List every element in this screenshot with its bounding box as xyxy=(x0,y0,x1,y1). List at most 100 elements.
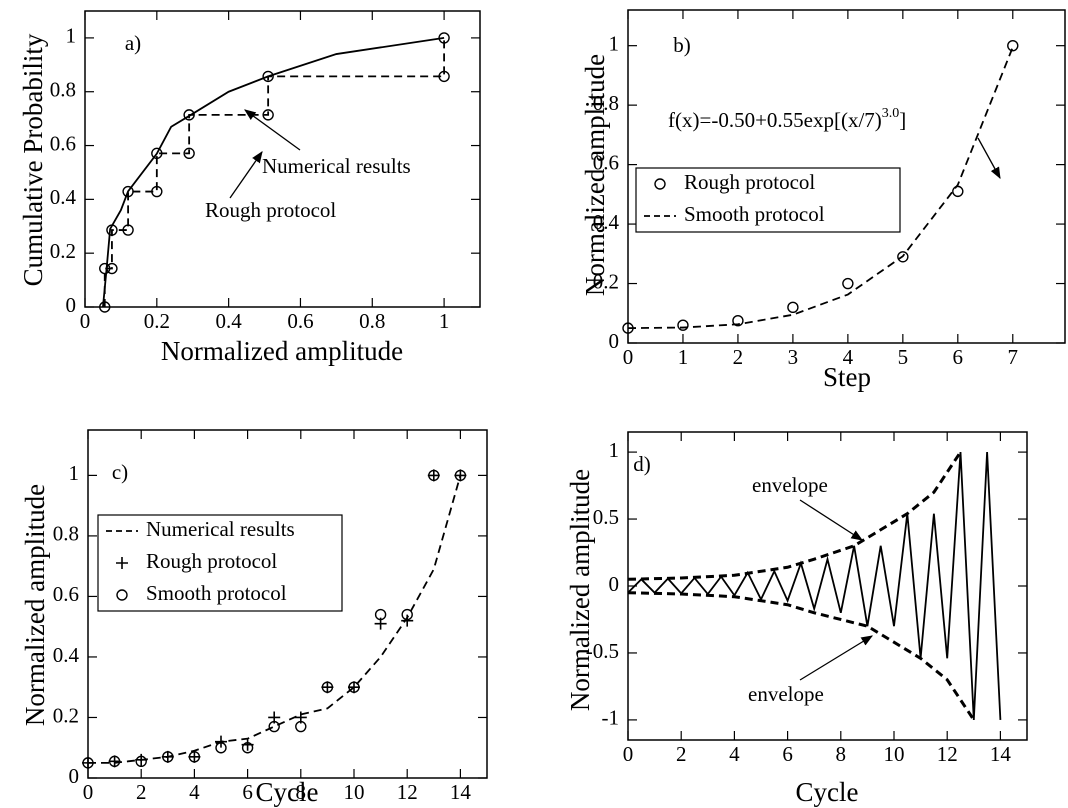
legend-label: Smooth protocol xyxy=(684,202,825,226)
y-tick-label: 0.6 xyxy=(50,131,76,155)
x-tick-label: 5 xyxy=(898,345,909,369)
y-tick-label: 0.2 xyxy=(50,239,76,263)
x-tick-label: 8 xyxy=(296,780,307,804)
series-line xyxy=(103,37,445,307)
annotation: Rough protocol xyxy=(205,198,336,222)
x-tick-label: 2 xyxy=(676,742,687,766)
y-tick-label: 1 xyxy=(609,31,620,55)
data-point xyxy=(268,720,280,733)
x-axis-label: Cycle xyxy=(796,777,859,807)
legend-label: Smooth protocol xyxy=(146,581,287,605)
x-tick-label: 4 xyxy=(843,345,854,369)
data-point xyxy=(151,147,163,160)
x-tick-label: 0.2 xyxy=(144,309,170,333)
x-tick-label: 4 xyxy=(189,780,200,804)
y-tick-label: 0.5 xyxy=(593,505,619,529)
annotation: envelope xyxy=(748,682,824,706)
x-tick-label: 10 xyxy=(344,780,365,804)
legend-swatch xyxy=(116,557,128,569)
formula-part: 3.0 xyxy=(882,106,900,121)
data-point xyxy=(438,32,450,44)
data-point xyxy=(374,608,387,621)
x-tick-label: 1 xyxy=(439,309,450,333)
data-point xyxy=(262,70,274,83)
x-tick-label: 14 xyxy=(450,780,472,804)
data-point xyxy=(151,185,163,198)
arrow xyxy=(977,137,1001,180)
legend-label: Rough protocol xyxy=(146,549,277,573)
series-line xyxy=(627,591,976,721)
legend-label: Numerical results xyxy=(146,517,295,541)
data-point xyxy=(188,750,201,763)
x-tick-label: 12 xyxy=(937,742,958,766)
x-tick-label: 6 xyxy=(782,742,793,766)
arrow xyxy=(799,499,863,541)
series-line xyxy=(627,46,1014,330)
x-tick-label: 6 xyxy=(242,780,253,804)
data-point xyxy=(183,109,195,121)
annotation: envelope xyxy=(752,473,828,497)
data-point xyxy=(241,742,254,754)
y-tick-label: -1 xyxy=(602,706,620,730)
data-point xyxy=(732,315,744,327)
plot-frame xyxy=(87,429,488,779)
y-tick-label: 0.8 xyxy=(50,78,76,102)
panel-label: c) xyxy=(112,460,128,484)
data-point xyxy=(122,224,134,236)
data-point xyxy=(183,147,195,160)
x-tick-label: 0.4 xyxy=(216,309,243,333)
x-tick-label: 7 xyxy=(1008,345,1019,369)
data-point xyxy=(677,319,689,331)
data-point xyxy=(438,70,450,83)
y-tick-label: -0.5 xyxy=(586,639,619,663)
x-tick-label: 4 xyxy=(729,742,740,766)
data-point xyxy=(401,608,413,621)
data-point xyxy=(106,224,118,236)
data-point xyxy=(108,755,121,768)
data-point xyxy=(401,614,414,627)
plot-frame xyxy=(84,10,481,308)
x-tick-label: 0.6 xyxy=(287,309,313,333)
y-tick-label: 0 xyxy=(69,764,80,788)
x-tick-label: 0 xyxy=(83,780,94,804)
x-axis-label: Normalized amplitude xyxy=(161,336,403,366)
x-tick-label: 14 xyxy=(990,742,1012,766)
data-point xyxy=(108,755,121,768)
data-point xyxy=(215,735,227,748)
x-tick-label: 1 xyxy=(678,345,689,369)
data-point xyxy=(122,185,134,198)
data-point xyxy=(952,185,964,198)
data-point xyxy=(82,757,94,769)
data-point xyxy=(348,681,360,694)
arrow xyxy=(244,109,301,151)
data-point xyxy=(295,720,307,733)
x-tick-label: 3 xyxy=(788,345,799,369)
y-tick-label: 0.6 xyxy=(593,150,619,174)
series-line xyxy=(102,37,445,308)
panel-label: d) xyxy=(633,452,651,476)
data-point xyxy=(842,277,854,290)
series-line xyxy=(88,475,462,764)
data-point xyxy=(321,681,334,693)
data-point xyxy=(1007,39,1019,52)
data-point xyxy=(82,756,94,769)
x-axis-label: Step xyxy=(823,362,871,392)
x-tick-label: 2 xyxy=(733,345,744,369)
panel-label: b) xyxy=(673,33,691,57)
data-point xyxy=(348,681,360,693)
data-point xyxy=(428,469,440,482)
x-tick-label: 8 xyxy=(836,742,847,766)
y-axis-label: Cumulative Probability xyxy=(18,33,48,286)
x-tick-label: 0 xyxy=(623,345,634,369)
legend-label: Rough protocol xyxy=(684,170,815,194)
y-tick-label: 0 xyxy=(609,572,620,596)
legend-swatch xyxy=(116,589,128,601)
x-tick-label: 2 xyxy=(136,780,147,804)
x-tick-label: 10 xyxy=(884,742,905,766)
legend-box xyxy=(635,167,901,233)
arrow xyxy=(229,151,263,199)
x-tick-label: 0 xyxy=(623,742,634,766)
legend-swatch xyxy=(654,178,666,190)
x-axis-label: Cycle xyxy=(256,777,319,807)
